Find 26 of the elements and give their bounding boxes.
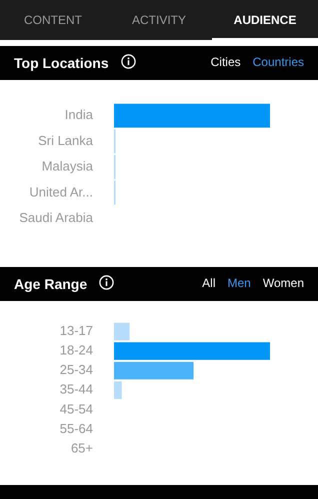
bar [114, 342, 270, 360]
text: CONTENT [23, 12, 83, 29]
y-tick-label: 13-17 [60, 323, 93, 338]
text: Women [262, 276, 304, 290]
y-tick-label: 18-24 [60, 342, 93, 358]
chart-title: Age Range [14, 276, 88, 292]
text: Men [228, 276, 251, 290]
y-tick-label: Sri Lanka [38, 132, 94, 148]
text: All [202, 276, 216, 290]
y-tick-label: 35-44 [60, 382, 93, 397]
y-tick-label: India [64, 107, 94, 122]
text: Cities [210, 55, 241, 69]
y-tick-label: United Ar... [29, 184, 93, 200]
text: AUDIENCE [232, 12, 298, 29]
bar [114, 322, 130, 340]
bar [114, 362, 194, 380]
text: ACTIVITY [130, 12, 187, 29]
y-tick-label: Malaysia [42, 158, 94, 174]
text: Countries [252, 55, 304, 69]
y-tick-label: 65+ [70, 440, 93, 456]
y-tick-label: Saudi Arabia [19, 210, 94, 225]
chart-title: Top Locations [14, 55, 109, 71]
y-tick-label: 45-54 [60, 401, 93, 416]
y-tick-label: 55-64 [60, 420, 93, 436]
y-tick-label: 25-34 [60, 362, 93, 378]
bar [114, 381, 122, 399]
